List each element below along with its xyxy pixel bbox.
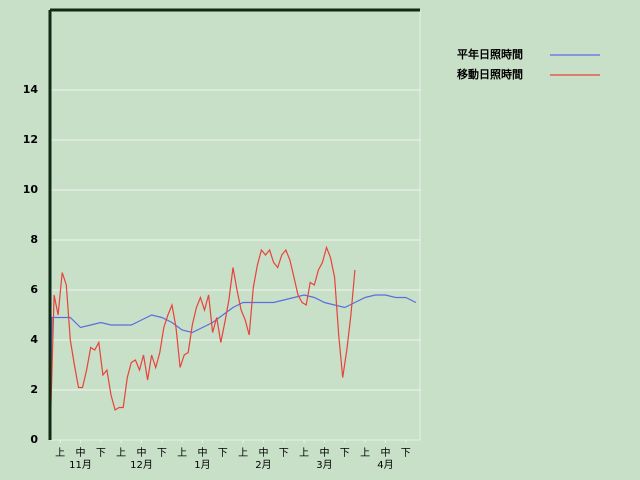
x-tick-label: 上 bbox=[116, 447, 126, 459]
legend-label: 移動日照時間 bbox=[457, 67, 523, 81]
x-tick-label: 中 bbox=[258, 446, 268, 459]
x-tick-label: 上 bbox=[360, 447, 370, 459]
month-label: 2月 bbox=[255, 459, 271, 471]
x-tick-label: 下 bbox=[340, 448, 350, 459]
month-label: 3月 bbox=[316, 459, 332, 471]
x-tick-label: 中 bbox=[319, 446, 329, 459]
x-tick-label: 下 bbox=[96, 448, 106, 459]
y-tick-label: 2 bbox=[30, 383, 38, 396]
x-tick-label: 上 bbox=[238, 447, 248, 459]
y-tick-label: 4 bbox=[30, 333, 38, 346]
month-label: 11月 bbox=[69, 459, 92, 471]
x-tick-label: 中 bbox=[136, 446, 146, 459]
y-tick-label: 10 bbox=[23, 183, 39, 196]
x-tick-label: 上 bbox=[177, 447, 187, 459]
x-tick-label: 上 bbox=[299, 447, 309, 459]
x-tick-label: 上 bbox=[55, 447, 65, 459]
y-tick-label: 8 bbox=[30, 233, 38, 246]
x-tick-label: 下 bbox=[401, 448, 411, 459]
month-label: 12月 bbox=[130, 459, 153, 471]
month-label: 4月 bbox=[377, 459, 393, 471]
legend-label: 平年日照時間 bbox=[457, 47, 523, 61]
series-line bbox=[49, 294, 417, 441]
x-tick-label: 下 bbox=[157, 448, 167, 459]
x-tick-label: 中 bbox=[380, 446, 390, 459]
y-tick-label: 0 bbox=[30, 433, 38, 446]
x-tick-label: 中 bbox=[197, 446, 207, 459]
month-label: 1月 bbox=[194, 459, 210, 471]
x-tick-label: 下 bbox=[279, 448, 289, 459]
y-tick-label: 14 bbox=[23, 83, 39, 96]
y-tick-label: 6 bbox=[30, 283, 38, 296]
x-tick-label: 中 bbox=[75, 446, 85, 459]
series-line bbox=[49, 245, 356, 441]
y-tick-label: 12 bbox=[23, 133, 38, 146]
x-tick-label: 下 bbox=[218, 448, 228, 459]
